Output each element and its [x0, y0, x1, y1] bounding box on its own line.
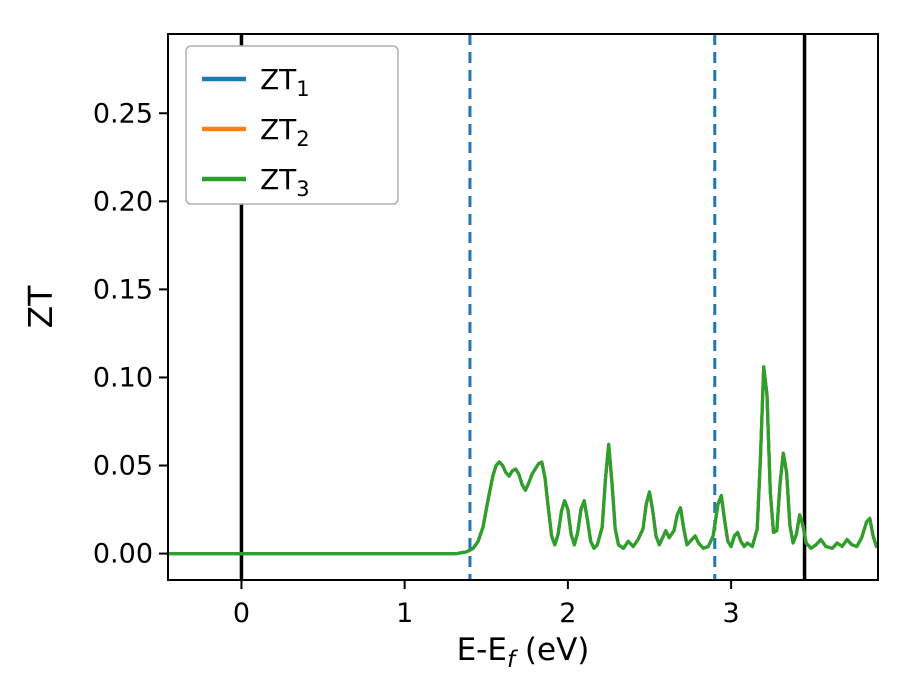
y-tick-label: 0.25: [93, 98, 153, 129]
x-axis-label: E-Ef (eV): [457, 632, 590, 673]
y-tick-label: 0.05: [93, 451, 153, 482]
series-line-3: [166, 365, 879, 556]
plot-border: [167, 33, 879, 581]
y-axis-label-group: ZT: [21, 285, 60, 329]
y-tick-label: 0.20: [93, 186, 153, 217]
x-tick-label: 2: [559, 598, 576, 629]
legend-label-zt3-sub: 3: [296, 177, 309, 201]
legend-label-zt1: ZT1: [260, 63, 310, 101]
y-axis-label: ZT: [21, 285, 60, 329]
legend-label-zt3-main: ZT: [260, 163, 297, 196]
x-tick-label: 0: [233, 598, 250, 629]
legend: ZT1 ZT2 ZT3: [185, 45, 399, 205]
y-tick-label: 0.15: [93, 274, 153, 305]
x-axis-label-suffix: (eV): [515, 632, 589, 668]
legend-label-zt1-sub: 1: [296, 77, 309, 101]
y-tick-label: 0.00: [93, 539, 153, 570]
legend-item-zt3: ZT3: [202, 163, 310, 201]
x-axis-label-main: E-E: [457, 632, 507, 668]
x-tick-label: 3: [723, 598, 740, 629]
legend-item-zt1: ZT1: [202, 63, 310, 101]
legend-label-zt3: ZT3: [260, 163, 310, 201]
legend-label-zt2: ZT2: [260, 113, 310, 151]
legend-box: [185, 45, 399, 205]
legend-label-zt1-main: ZT: [260, 63, 297, 96]
x-axis-label-sub: f: [507, 647, 518, 673]
y-tick-label: 0.10: [93, 362, 153, 393]
x-tick-label: 1: [396, 598, 413, 629]
legend-item-zt2: ZT2: [202, 113, 310, 151]
plot-area: 0 1 2 3 0.00 0.05 0.10 0.15 0.20 0.25: [93, 33, 879, 629]
legend-label-zt2-sub: 2: [296, 127, 309, 151]
legend-label-zt2-main: ZT: [260, 113, 297, 146]
